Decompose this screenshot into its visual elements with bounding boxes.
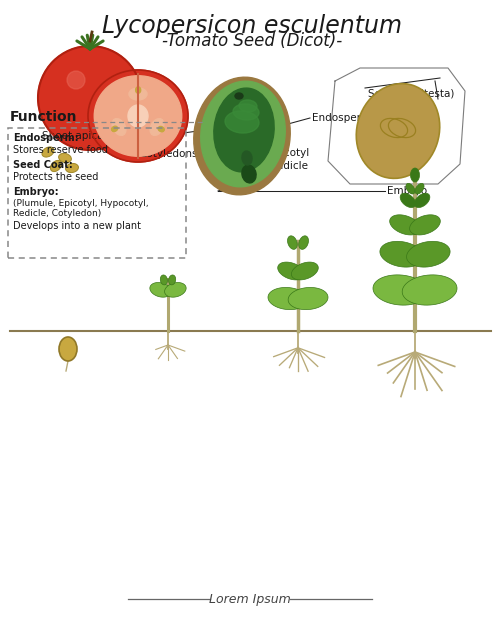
Ellipse shape — [59, 337, 77, 361]
Polygon shape — [373, 275, 428, 305]
Polygon shape — [268, 287, 308, 310]
Text: Embryo:: Embryo: — [13, 187, 59, 197]
Ellipse shape — [112, 127, 118, 131]
Polygon shape — [402, 275, 457, 305]
Text: (Plumule, Epicotyl, Hypocotyl,: (Plumule, Epicotyl, Hypocotyl, — [13, 199, 149, 208]
Ellipse shape — [112, 126, 117, 131]
Ellipse shape — [201, 81, 285, 187]
Polygon shape — [292, 262, 318, 280]
Ellipse shape — [158, 127, 164, 131]
Ellipse shape — [242, 165, 256, 183]
Ellipse shape — [66, 163, 79, 173]
Ellipse shape — [51, 160, 62, 172]
Text: Cotyledons: Cotyledons — [139, 149, 198, 159]
Text: Develops into a new plant: Develops into a new plant — [13, 221, 141, 231]
Ellipse shape — [137, 87, 141, 93]
Text: Hypocotyl: Hypocotyl — [257, 148, 309, 158]
Polygon shape — [407, 242, 450, 267]
Text: -Tomato Seed (Dicot)-: -Tomato Seed (Dicot)- — [162, 32, 342, 50]
Ellipse shape — [42, 147, 54, 157]
Polygon shape — [288, 287, 328, 310]
Ellipse shape — [159, 126, 164, 131]
Polygon shape — [380, 242, 423, 267]
Circle shape — [38, 46, 142, 150]
Text: Lycopersicon esculentum: Lycopersicon esculentum — [102, 14, 402, 38]
Ellipse shape — [112, 119, 126, 135]
Ellipse shape — [128, 105, 148, 127]
Polygon shape — [415, 183, 424, 194]
Ellipse shape — [225, 111, 259, 133]
Polygon shape — [406, 183, 415, 194]
Ellipse shape — [59, 153, 71, 163]
Ellipse shape — [136, 87, 140, 93]
Text: Function: Function — [10, 110, 78, 124]
Text: Lorem Ipsum: Lorem Ipsum — [209, 592, 291, 605]
Polygon shape — [168, 275, 176, 285]
Polygon shape — [410, 215, 440, 235]
Circle shape — [67, 71, 85, 89]
Polygon shape — [414, 193, 430, 208]
Ellipse shape — [239, 100, 257, 112]
Polygon shape — [165, 282, 186, 297]
Ellipse shape — [129, 88, 147, 100]
Text: Redicle, Cotyledon): Redicle, Cotyledon) — [13, 209, 101, 218]
Text: Seed coat(testa): Seed coat(testa) — [368, 89, 454, 99]
Text: Stores reserve food: Stores reserve food — [13, 145, 108, 155]
Ellipse shape — [94, 76, 182, 156]
Polygon shape — [390, 215, 420, 235]
Ellipse shape — [194, 77, 290, 195]
Text: Protects the seed: Protects the seed — [13, 172, 98, 182]
Text: Endosperm: Endosperm — [312, 113, 371, 123]
Ellipse shape — [356, 84, 440, 178]
Ellipse shape — [242, 151, 252, 165]
Ellipse shape — [235, 93, 243, 99]
Polygon shape — [410, 168, 419, 182]
Ellipse shape — [88, 70, 188, 162]
Text: Seed Coat:: Seed Coat: — [13, 160, 73, 170]
Text: Shoot apical meristem: Shoot apical meristem — [42, 131, 160, 141]
Ellipse shape — [150, 119, 164, 135]
Text: Embryo: Embryo — [387, 186, 427, 196]
Ellipse shape — [233, 104, 259, 120]
Text: Radicle: Radicle — [270, 161, 308, 171]
Ellipse shape — [214, 88, 274, 172]
Polygon shape — [400, 193, 416, 208]
Polygon shape — [160, 275, 167, 285]
Polygon shape — [288, 236, 297, 249]
Polygon shape — [150, 282, 171, 297]
Text: Endosperm:: Endosperm: — [13, 133, 79, 143]
Polygon shape — [278, 262, 305, 280]
Polygon shape — [299, 236, 309, 249]
